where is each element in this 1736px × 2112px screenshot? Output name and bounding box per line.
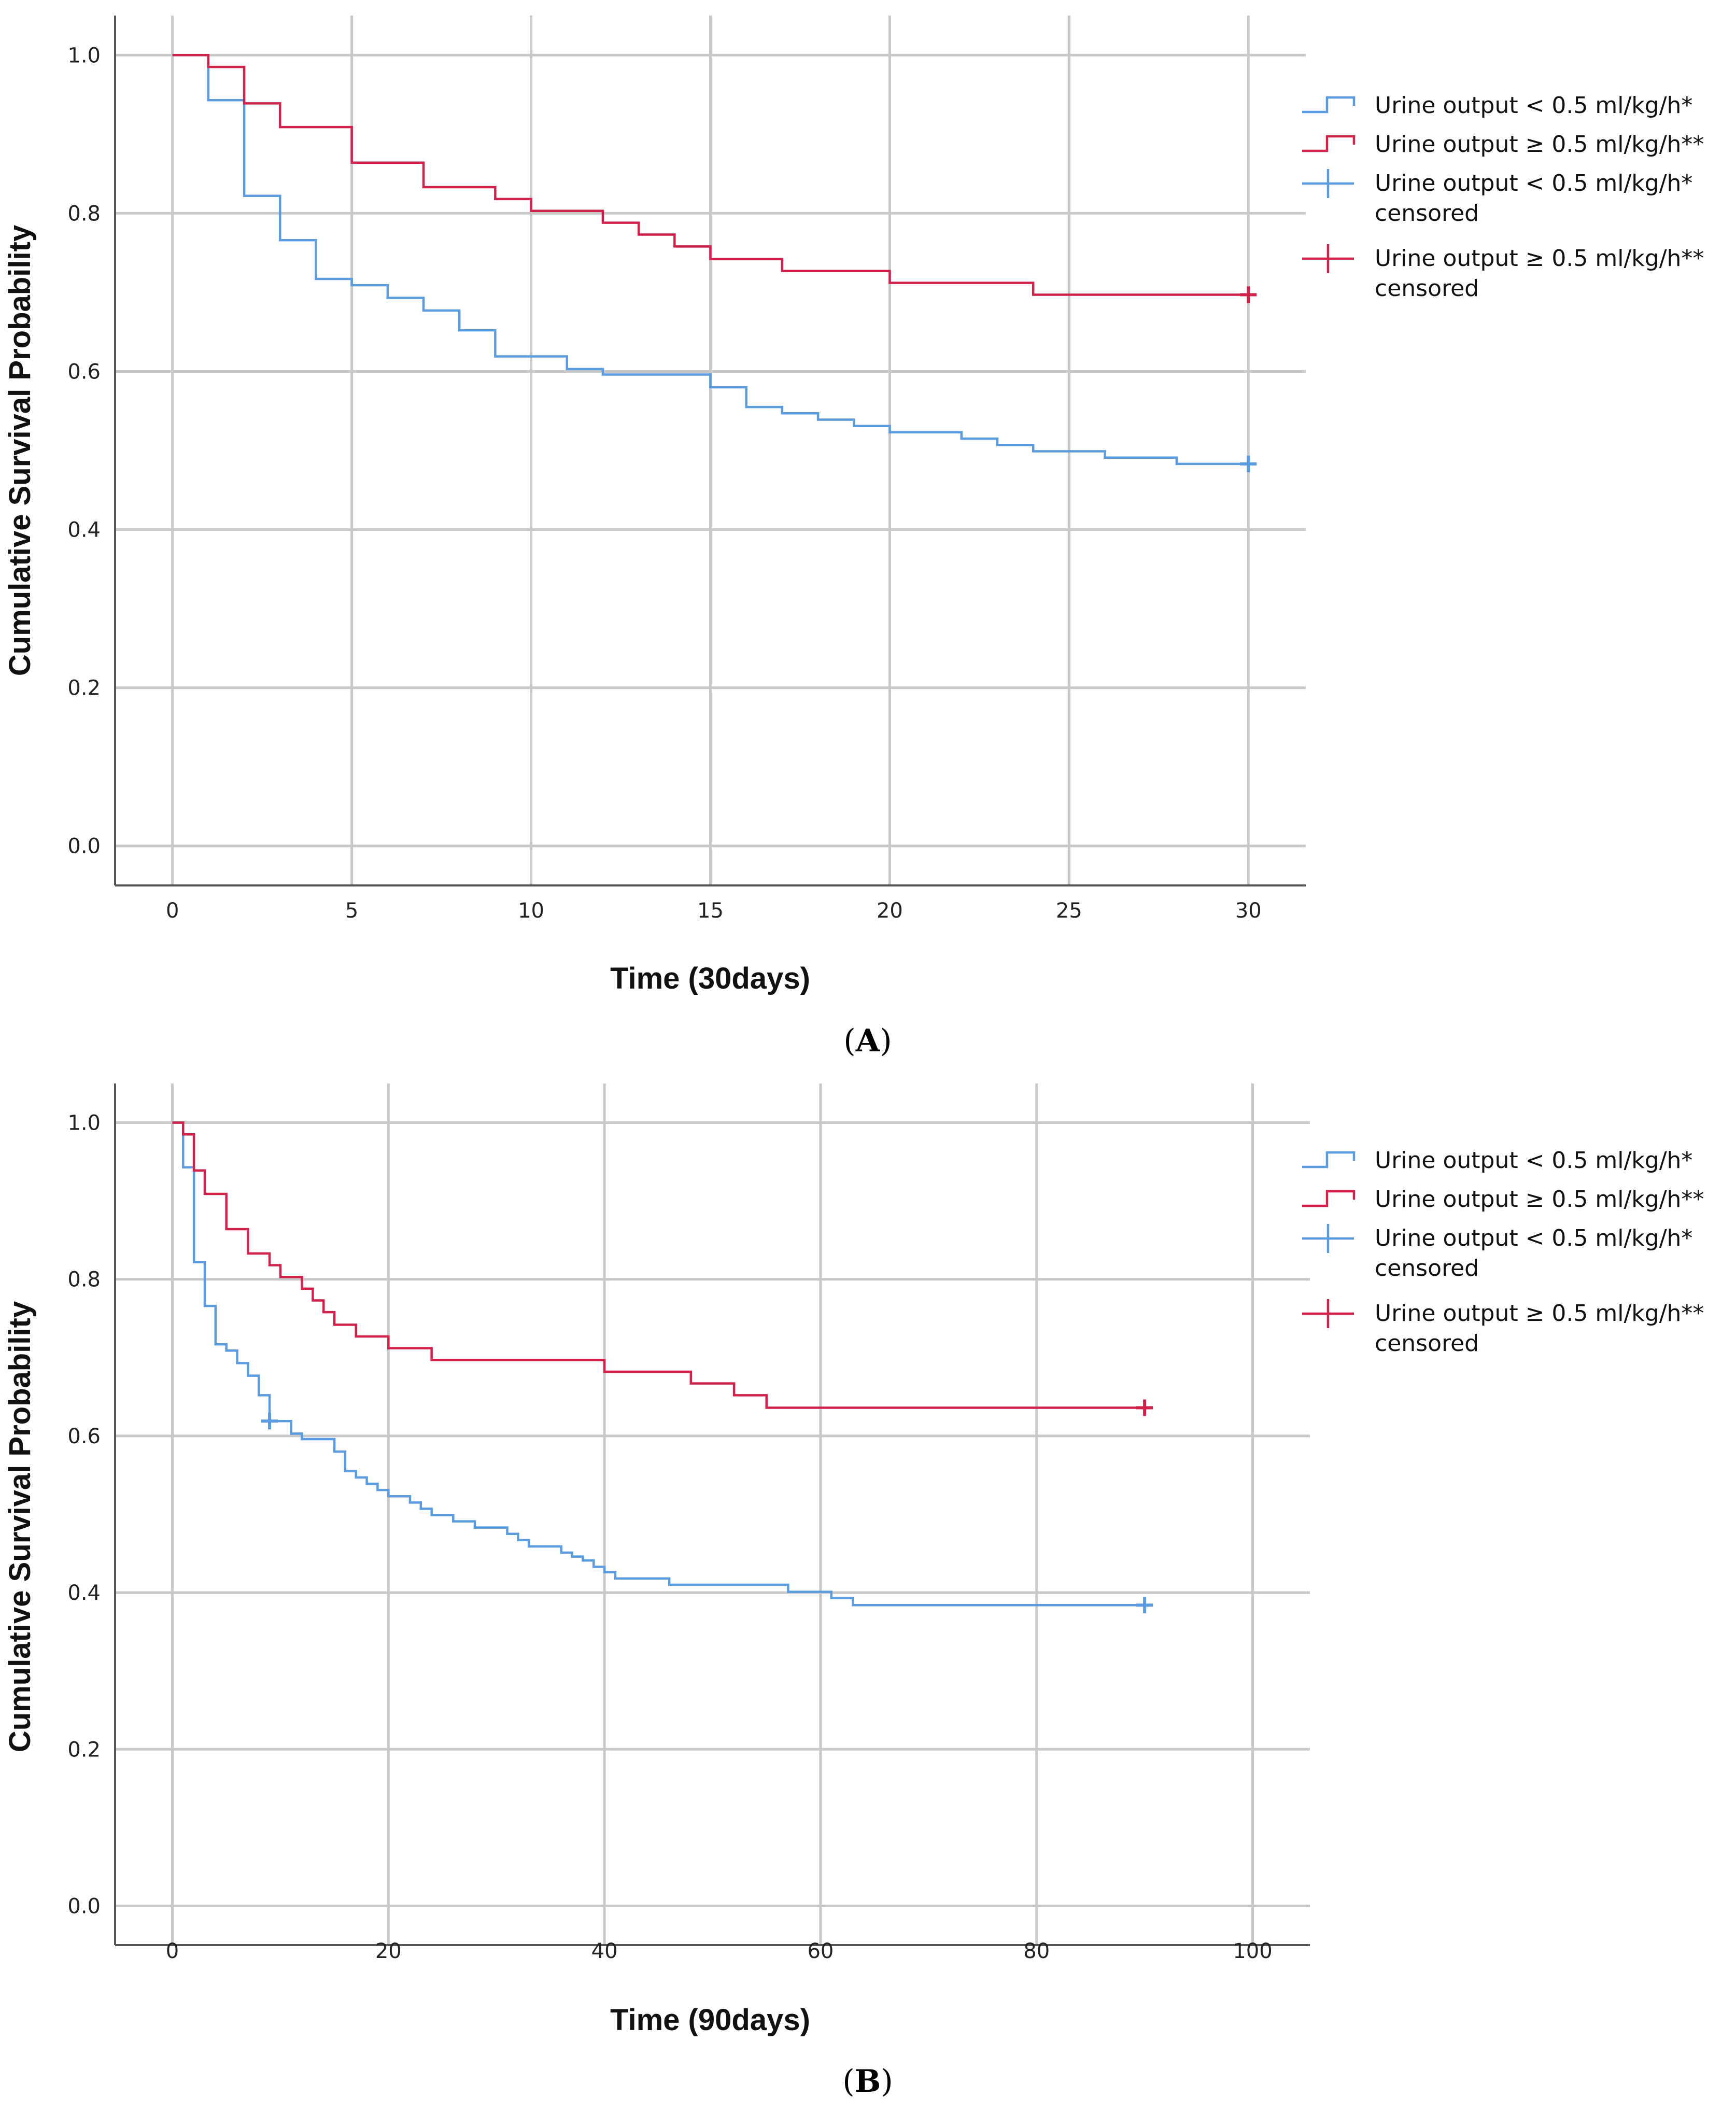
legend-label: Urine output < 0.5 ml/kg/h* — [1375, 1225, 1692, 1251]
x-tick-label: 100 — [1233, 1939, 1272, 1963]
y-tick-label: 1.0 — [67, 1111, 101, 1135]
y-tick-label: 0.6 — [67, 1425, 101, 1448]
y-tick-label: 0.0 — [67, 1894, 101, 1918]
survival-curve-normal — [172, 1121, 1145, 1409]
legend-sublabel: censored — [1375, 1255, 1479, 1282]
x-tick-label: 0 — [166, 1939, 179, 1963]
legend-step-swatch — [1302, 1151, 1356, 1168]
censor-mark-low — [1136, 1597, 1153, 1614]
legend: Urine output < 0.5 ml/kg/h*Urine output … — [1302, 92, 1704, 302]
censor-mark-normal — [1240, 286, 1257, 303]
legend-label: Urine output ≥ 0.5 ml/kg/h** — [1375, 1300, 1704, 1327]
grid — [115, 16, 1306, 885]
survival-curve-low — [172, 1121, 1145, 1607]
survival-curve-normal — [172, 54, 1249, 296]
legend-sublabel: censored — [1375, 200, 1479, 227]
x-tick-label: 80 — [1023, 1939, 1050, 1963]
panel-label: (A) — [843, 1023, 892, 1058]
panel-label: (B) — [842, 2063, 893, 2100]
y-tick-label: 1.0 — [67, 44, 101, 67]
y-axis-title: Cumulative Survival Probability — [3, 225, 37, 676]
legend-label: Urine output < 0.5 ml/kg/h* — [1375, 92, 1692, 119]
y-tick-label: 0.4 — [67, 1581, 101, 1605]
x-tick-label: 60 — [807, 1939, 834, 1963]
censor-mark-low — [1240, 455, 1257, 472]
x-tick-label: 5 — [345, 899, 358, 923]
y-axis-title: Cumulative Survival Probability — [3, 1301, 37, 1752]
censor-mark-low — [261, 1413, 278, 1430]
legend-item: Urine output ≥ 0.5 ml/kg/h** — [1302, 1186, 1704, 1213]
legend-label: Urine output ≥ 0.5 ml/kg/h** — [1375, 131, 1704, 158]
y-tick-label: 0.0 — [67, 835, 101, 858]
legend-label: Urine output < 0.5 ml/kg/h* — [1375, 1147, 1692, 1174]
x-tick-label: 15 — [697, 899, 724, 923]
legend-item: Urine output < 0.5 ml/kg/h* censored — [1302, 169, 1692, 227]
x-axis-title: Time (90days) — [610, 2003, 810, 2037]
legend-item: Urine output < 0.5 ml/kg/h* — [1302, 92, 1692, 119]
survival-chart-a: 0.0 0.2 0.4 0.6 0.8 1.0 0 5 10 15 20 25 30 Cumulative… — [3, 16, 1704, 1059]
x-axis-title: Time (30days) — [610, 962, 810, 995]
x-tick-label: 30 — [1235, 899, 1262, 923]
y-tick-label: 0.8 — [67, 202, 101, 226]
legend-sublabel: censored — [1375, 275, 1479, 302]
legend-item: Urine output ≥ 0.5 ml/kg/h** censored — [1302, 1299, 1704, 1357]
x-tick-label: 40 — [591, 1939, 618, 1963]
grid — [115, 1083, 1310, 1945]
legend-item: Urine output < 0.5 ml/kg/h* censored — [1302, 1224, 1692, 1282]
legend-step-swatch — [1302, 1190, 1356, 1207]
survival-curve-low — [172, 54, 1249, 466]
y-tick-label: 0.2 — [67, 677, 101, 700]
y-tick-label: 0.2 — [67, 1738, 101, 1762]
x-tick-label: 25 — [1056, 899, 1082, 923]
censor-mark-normal — [1136, 1399, 1153, 1416]
legend-step-swatch — [1302, 96, 1356, 114]
legend-label: Urine output < 0.5 ml/kg/h* — [1375, 170, 1692, 196]
legend-item: Urine output ≥ 0.5 ml/kg/h** censored — [1302, 244, 1704, 302]
y-tick-label: 0.8 — [67, 1268, 101, 1292]
legend-step-swatch — [1302, 135, 1356, 152]
panel-a: 0.0 0.2 0.4 0.6 0.8 1.0 0 5 10 15 20 25 30 Cumulative… — [3, 16, 1704, 1059]
x-tick-label: 20 — [877, 899, 903, 923]
legend-item: Urine output < 0.5 ml/kg/h* — [1302, 1147, 1692, 1174]
legend-sublabel: censored — [1375, 1330, 1479, 1357]
x-tick-label: 20 — [375, 1939, 402, 1963]
panel-b: 0.0 0.2 0.4 0.6 0.8 1.0 0 20 40 60 80 100 Cumulative… — [0, 1058, 1736, 2109]
legend-item: Urine output ≥ 0.5 ml/kg/h** — [1302, 131, 1704, 158]
legend-label: Urine output ≥ 0.5 ml/kg/h** — [1375, 245, 1704, 272]
survival-chart-b: 0.0 0.2 0.4 0.6 0.8 1.0 0 20 40 60 80 100 Cumulative… — [3, 1083, 1704, 2100]
legend: Urine output < 0.5 ml/kg/h*Urine output … — [1302, 1147, 1704, 1357]
x-tick-label: 10 — [518, 899, 544, 923]
y-tick-label: 0.4 — [67, 518, 101, 542]
legend-label: Urine output ≥ 0.5 ml/kg/h** — [1375, 1186, 1704, 1213]
x-tick-label: 0 — [166, 899, 179, 923]
y-tick-label: 0.6 — [67, 360, 101, 384]
